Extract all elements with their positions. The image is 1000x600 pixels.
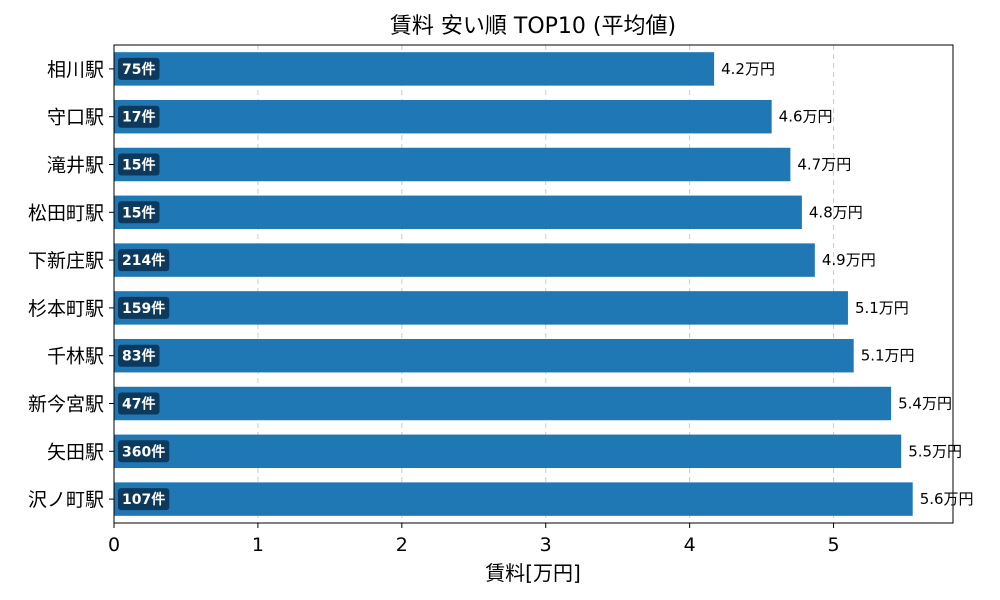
x-tick-label: 0: [108, 534, 120, 556]
y-tick-label: 千林駅: [47, 346, 104, 368]
count-badge-bg: [118, 201, 160, 224]
bar: [114, 243, 815, 277]
count-badge: 47件: [118, 392, 160, 415]
count-label: 159件: [122, 300, 165, 317]
value-label: 5.4万円: [898, 395, 952, 413]
y-tick-label: 新今宮駅: [28, 394, 104, 416]
y-tick-label: 相川駅: [47, 59, 104, 81]
value-label: 5.6万円: [920, 490, 974, 508]
bar: [114, 386, 892, 421]
count-label: 75件: [122, 61, 155, 78]
y-tick-label: 矢田駅: [47, 441, 104, 463]
bar: [114, 338, 854, 373]
bars: 4.2万円 75件 4.6万円 17件 4.7万円 15件 4.8万円 15件 4.9万円 214…: [114, 52, 974, 516]
count-label: 15件: [122, 204, 155, 221]
bar: [114, 99, 772, 134]
count-badge: 15件: [118, 153, 160, 176]
x-tick-label: 3: [540, 534, 552, 556]
bar: [114, 291, 848, 325]
value-label: 4.9万円: [822, 251, 876, 269]
count-label: 83件: [122, 348, 155, 365]
x-axis-label: 賃料[万円]: [485, 561, 581, 585]
value-label: 5.1万円: [855, 299, 909, 317]
y-tick-label: 下新庄駅: [28, 250, 104, 272]
x-axis: 0 1 2 3 4 5: [108, 523, 840, 556]
count-badge-bg: [118, 392, 160, 415]
count-badge-bg: [118, 296, 170, 319]
count-badge-bg: [118, 153, 160, 176]
count-badge: 214件: [118, 249, 170, 272]
count-label: 47件: [122, 396, 155, 413]
count-label: 17件: [122, 109, 155, 126]
value-label: 5.5万円: [908, 442, 962, 460]
value-label: 5.1万円: [861, 347, 915, 365]
y-tick-label: 守口駅: [47, 107, 104, 129]
count-badge: 75件: [118, 57, 160, 80]
count-label: 214件: [122, 252, 165, 269]
count-badge: 83件: [118, 344, 160, 367]
count-badge-bg: [118, 488, 170, 511]
count-badge-bg: [118, 105, 160, 128]
count-badge: 360件: [118, 440, 170, 463]
count-badge-bg: [118, 440, 170, 463]
value-label: 4.2万円: [721, 60, 775, 78]
y-tick-label: 杉本町駅: [28, 298, 104, 320]
y-tick-label: 松田町駅: [28, 202, 104, 224]
plot-frame: [113, 44, 954, 524]
count-badge: 107件: [118, 488, 170, 511]
count-label: 15件: [122, 157, 155, 174]
count-badge-bg: [118, 57, 160, 80]
bar: [114, 434, 902, 469]
count-badge-bg: [118, 344, 160, 367]
bar: [114, 147, 791, 182]
x-tick-label: 4: [684, 534, 696, 556]
count-label: 107件: [122, 491, 165, 508]
count-label: 360件: [122, 443, 165, 460]
count-badge-bg: [118, 249, 170, 272]
x-tick-label: 1: [252, 534, 264, 556]
x-tick-label: 2: [396, 534, 408, 556]
count-badge: 17件: [118, 105, 160, 128]
value-label: 4.8万円: [809, 203, 863, 221]
bar: [114, 195, 802, 230]
x-tick-label: 5: [828, 534, 840, 556]
value-label: 4.6万円: [779, 108, 833, 126]
chart-title: 賃料 安い順 TOP10 (平均値): [390, 14, 676, 39]
bar: [114, 52, 715, 86]
bar: [114, 482, 913, 516]
count-badge: 159件: [118, 296, 170, 319]
count-badge: 15件: [118, 201, 160, 224]
value-label: 4.7万円: [797, 156, 851, 174]
y-tick-label: 滝井駅: [47, 155, 104, 177]
y-tick-label: 沢ノ町駅: [28, 489, 104, 511]
